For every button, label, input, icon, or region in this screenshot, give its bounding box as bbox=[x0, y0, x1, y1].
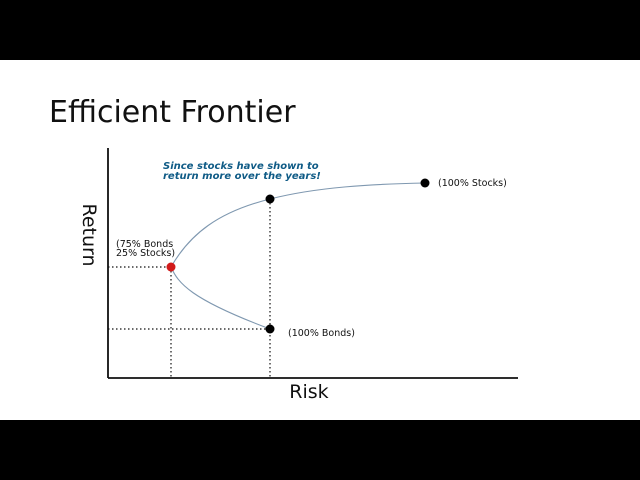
bonds-point bbox=[265, 324, 275, 334]
stocks-point bbox=[420, 178, 430, 188]
stocks-point-label: (100% Stocks) bbox=[438, 178, 507, 189]
slide-title: Efficient Frontier bbox=[49, 95, 296, 130]
mixed-portfolio-point bbox=[166, 262, 176, 272]
annotation-line-2: return more over the years! bbox=[163, 171, 321, 182]
x-axis-label: Risk bbox=[289, 381, 328, 403]
annotation-line-1: Since stocks have shown to bbox=[163, 161, 319, 172]
mixed-portfolio-label-line-1: (75% Bonds bbox=[116, 239, 173, 250]
upper-frontier-curve bbox=[170, 182, 426, 268]
mixed-portfolio-label-line-2: 25% Stocks) bbox=[116, 248, 175, 259]
efficient-frontier-diagram: Efficient Frontier Return Risk Since sto… bbox=[49, 95, 518, 403]
upper-equal-risk-point bbox=[265, 194, 275, 204]
slide: Efficient Frontier Return Risk Since sto… bbox=[0, 60, 640, 420]
annotation-text: Since stocks have shown to return more o… bbox=[163, 161, 322, 182]
bonds-point-label: (100% Bonds) bbox=[288, 328, 355, 339]
mixed-portfolio-label: (75% Bonds 25% Stocks) bbox=[116, 239, 176, 259]
y-axis-label: Return bbox=[78, 203, 100, 266]
lower-frontier-curve bbox=[170, 266, 271, 330]
